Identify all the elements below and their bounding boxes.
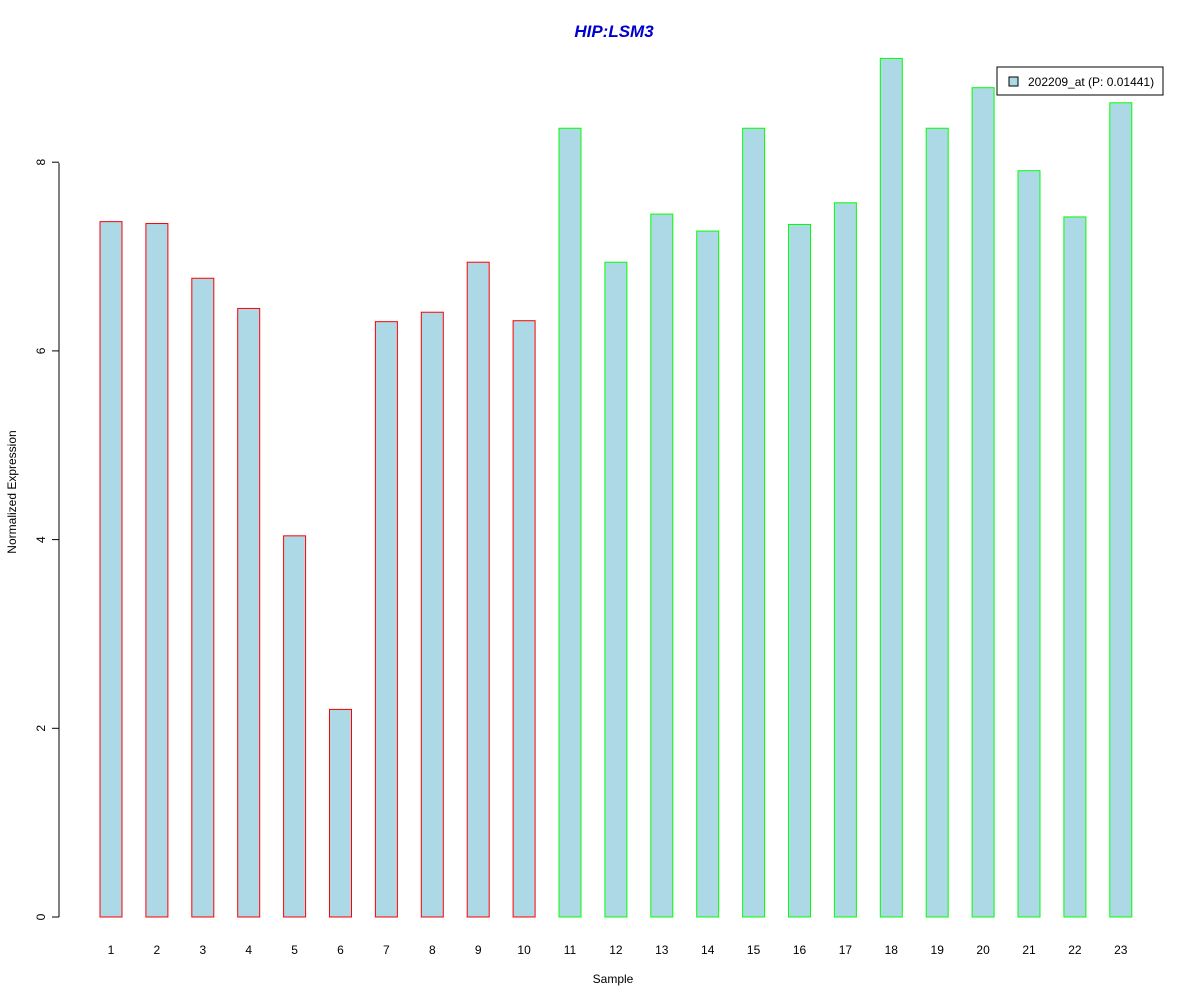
x-tick-label: 13 <box>655 943 669 957</box>
x-tick-label: 6 <box>337 943 344 957</box>
x-tick-label: 21 <box>1022 943 1036 957</box>
x-tick-label: 9 <box>475 943 482 957</box>
x-tick-label: 7 <box>383 943 390 957</box>
bar-sample-9 <box>467 262 489 917</box>
y-axis: 0 2 4 6 8 <box>34 159 59 921</box>
y-tick-label: 0 <box>34 913 48 920</box>
bars <box>100 58 1132 917</box>
x-tick-label: 11 <box>564 943 577 957</box>
bar-sample-12 <box>605 262 627 917</box>
legend: 202209_at (P: 0.01441) <box>997 67 1163 95</box>
bar-sample-8 <box>421 312 443 917</box>
x-tick-label: 18 <box>885 943 899 957</box>
x-tick-label: 14 <box>701 943 715 957</box>
bar-sample-14 <box>697 231 719 917</box>
bar-sample-20 <box>972 88 994 917</box>
bar-sample-23 <box>1110 103 1132 917</box>
x-tick-labels: 1 2 3 4 5 6 7 8 9 10 11 12 13 14 15 16 17 18 19 20 21 22 23 <box>108 943 1128 957</box>
bar-sample-19 <box>926 128 948 917</box>
legend-label: 202209_at (P: 0.01441) <box>1028 75 1154 89</box>
bar-sample-10 <box>513 321 535 917</box>
x-tick-label: 2 <box>154 943 161 957</box>
x-tick-label: 3 <box>199 943 206 957</box>
legend-swatch <box>1009 77 1018 86</box>
bar-sample-2 <box>146 224 168 917</box>
x-tick-label: 19 <box>931 943 945 957</box>
x-tick-label: 16 <box>793 943 807 957</box>
bar-sample-4 <box>238 308 260 917</box>
x-tick-label: 15 <box>747 943 761 957</box>
bar-sample-3 <box>192 278 214 917</box>
x-tick-label: 10 <box>517 943 531 957</box>
bar-sample-17 <box>834 203 856 917</box>
x-tick-label: 8 <box>429 943 436 957</box>
y-tick-label: 4 <box>34 536 48 543</box>
chart-title: HIP:LSM3 <box>574 22 654 41</box>
bar-sample-18 <box>880 58 902 917</box>
bar-sample-22 <box>1064 217 1086 917</box>
x-tick-label: 23 <box>1114 943 1128 957</box>
x-tick-label: 22 <box>1068 943 1082 957</box>
bar-sample-6 <box>330 709 352 917</box>
y-axis-label: Normalized Expression <box>5 430 19 553</box>
bar-sample-15 <box>743 128 765 917</box>
x-tick-label: 12 <box>609 943 623 957</box>
bar-sample-16 <box>789 224 811 917</box>
y-tick-label: 6 <box>34 347 48 354</box>
bar-sample-21 <box>1018 171 1040 917</box>
bar-sample-1 <box>100 222 122 917</box>
x-tick-label: 1 <box>108 943 115 957</box>
bar-sample-7 <box>375 322 397 917</box>
bar-sample-5 <box>284 536 306 917</box>
y-tick-label: 2 <box>34 725 48 732</box>
x-tick-label: 4 <box>245 943 252 957</box>
y-tick-label: 8 <box>34 159 48 166</box>
bar-sample-13 <box>651 214 673 917</box>
x-tick-label: 17 <box>839 943 853 957</box>
x-tick-label: 20 <box>976 943 990 957</box>
bar-sample-11 <box>559 128 581 917</box>
x-tick-label: 5 <box>291 943 298 957</box>
x-axis-label: Sample <box>593 972 634 986</box>
